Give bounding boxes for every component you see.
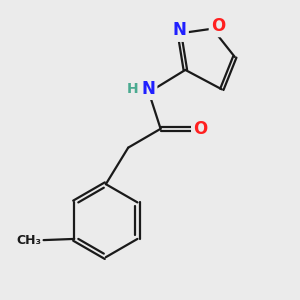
Text: O: O [211,17,225,35]
Text: O: O [194,120,208,138]
Text: N: N [142,80,156,98]
Text: N: N [172,22,186,40]
Text: H: H [127,82,138,96]
Text: CH₃: CH₃ [16,234,41,247]
